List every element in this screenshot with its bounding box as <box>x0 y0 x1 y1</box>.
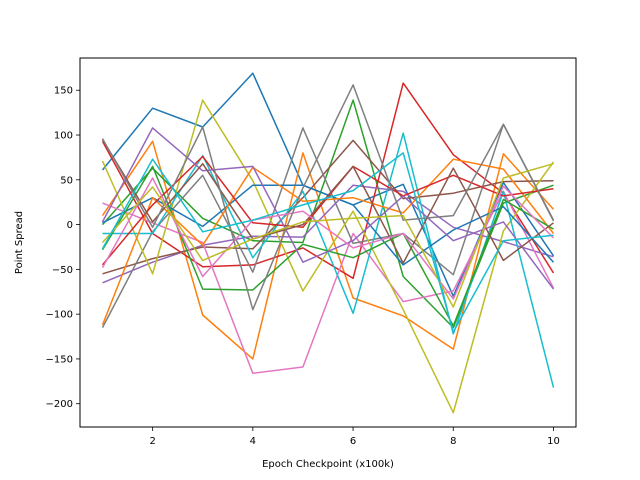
y-axis-label: Point Spread <box>14 211 25 274</box>
series-line-15 <box>101 127 555 290</box>
y-tick-label: −100 <box>46 310 73 321</box>
x-tick-label: 10 <box>547 436 560 447</box>
plot-area-frame <box>79 57 577 428</box>
y-tick-label: 50 <box>60 175 73 186</box>
series-line-16 <box>101 139 554 264</box>
x-tick-label: 4 <box>250 436 256 447</box>
y-tick-label: 150 <box>54 86 73 97</box>
x-tick-label: 2 <box>149 436 155 447</box>
series-line-8 <box>101 123 555 328</box>
x-axis-label: Epoch Checkpoint (x100k) <box>262 459 394 470</box>
y-tick-label: 0 <box>67 220 73 231</box>
x-axis-ticks: 2 4 6 8 10 <box>149 427 560 447</box>
series-line-14 <box>101 155 554 266</box>
x-tick-label: 6 <box>350 436 356 447</box>
series-line-20 <box>101 152 554 333</box>
y-tick-label: −150 <box>46 354 73 365</box>
x-tick-label: 8 <box>450 436 456 447</box>
y-tick-label: 100 <box>54 131 73 142</box>
y-tick-label: −50 <box>52 265 73 276</box>
series-line-12 <box>101 158 555 326</box>
series-layer <box>101 72 555 414</box>
y-axis-ticks: −200 −150 −100 −50 0 50 100 150 <box>46 86 80 410</box>
series-line-5 <box>102 184 554 284</box>
series-line-6 <box>102 139 554 275</box>
series-line-4 <box>101 82 555 280</box>
series-line-19 <box>101 162 554 308</box>
series-line-18 <box>101 84 555 311</box>
y-tick-label: −200 <box>46 399 73 410</box>
